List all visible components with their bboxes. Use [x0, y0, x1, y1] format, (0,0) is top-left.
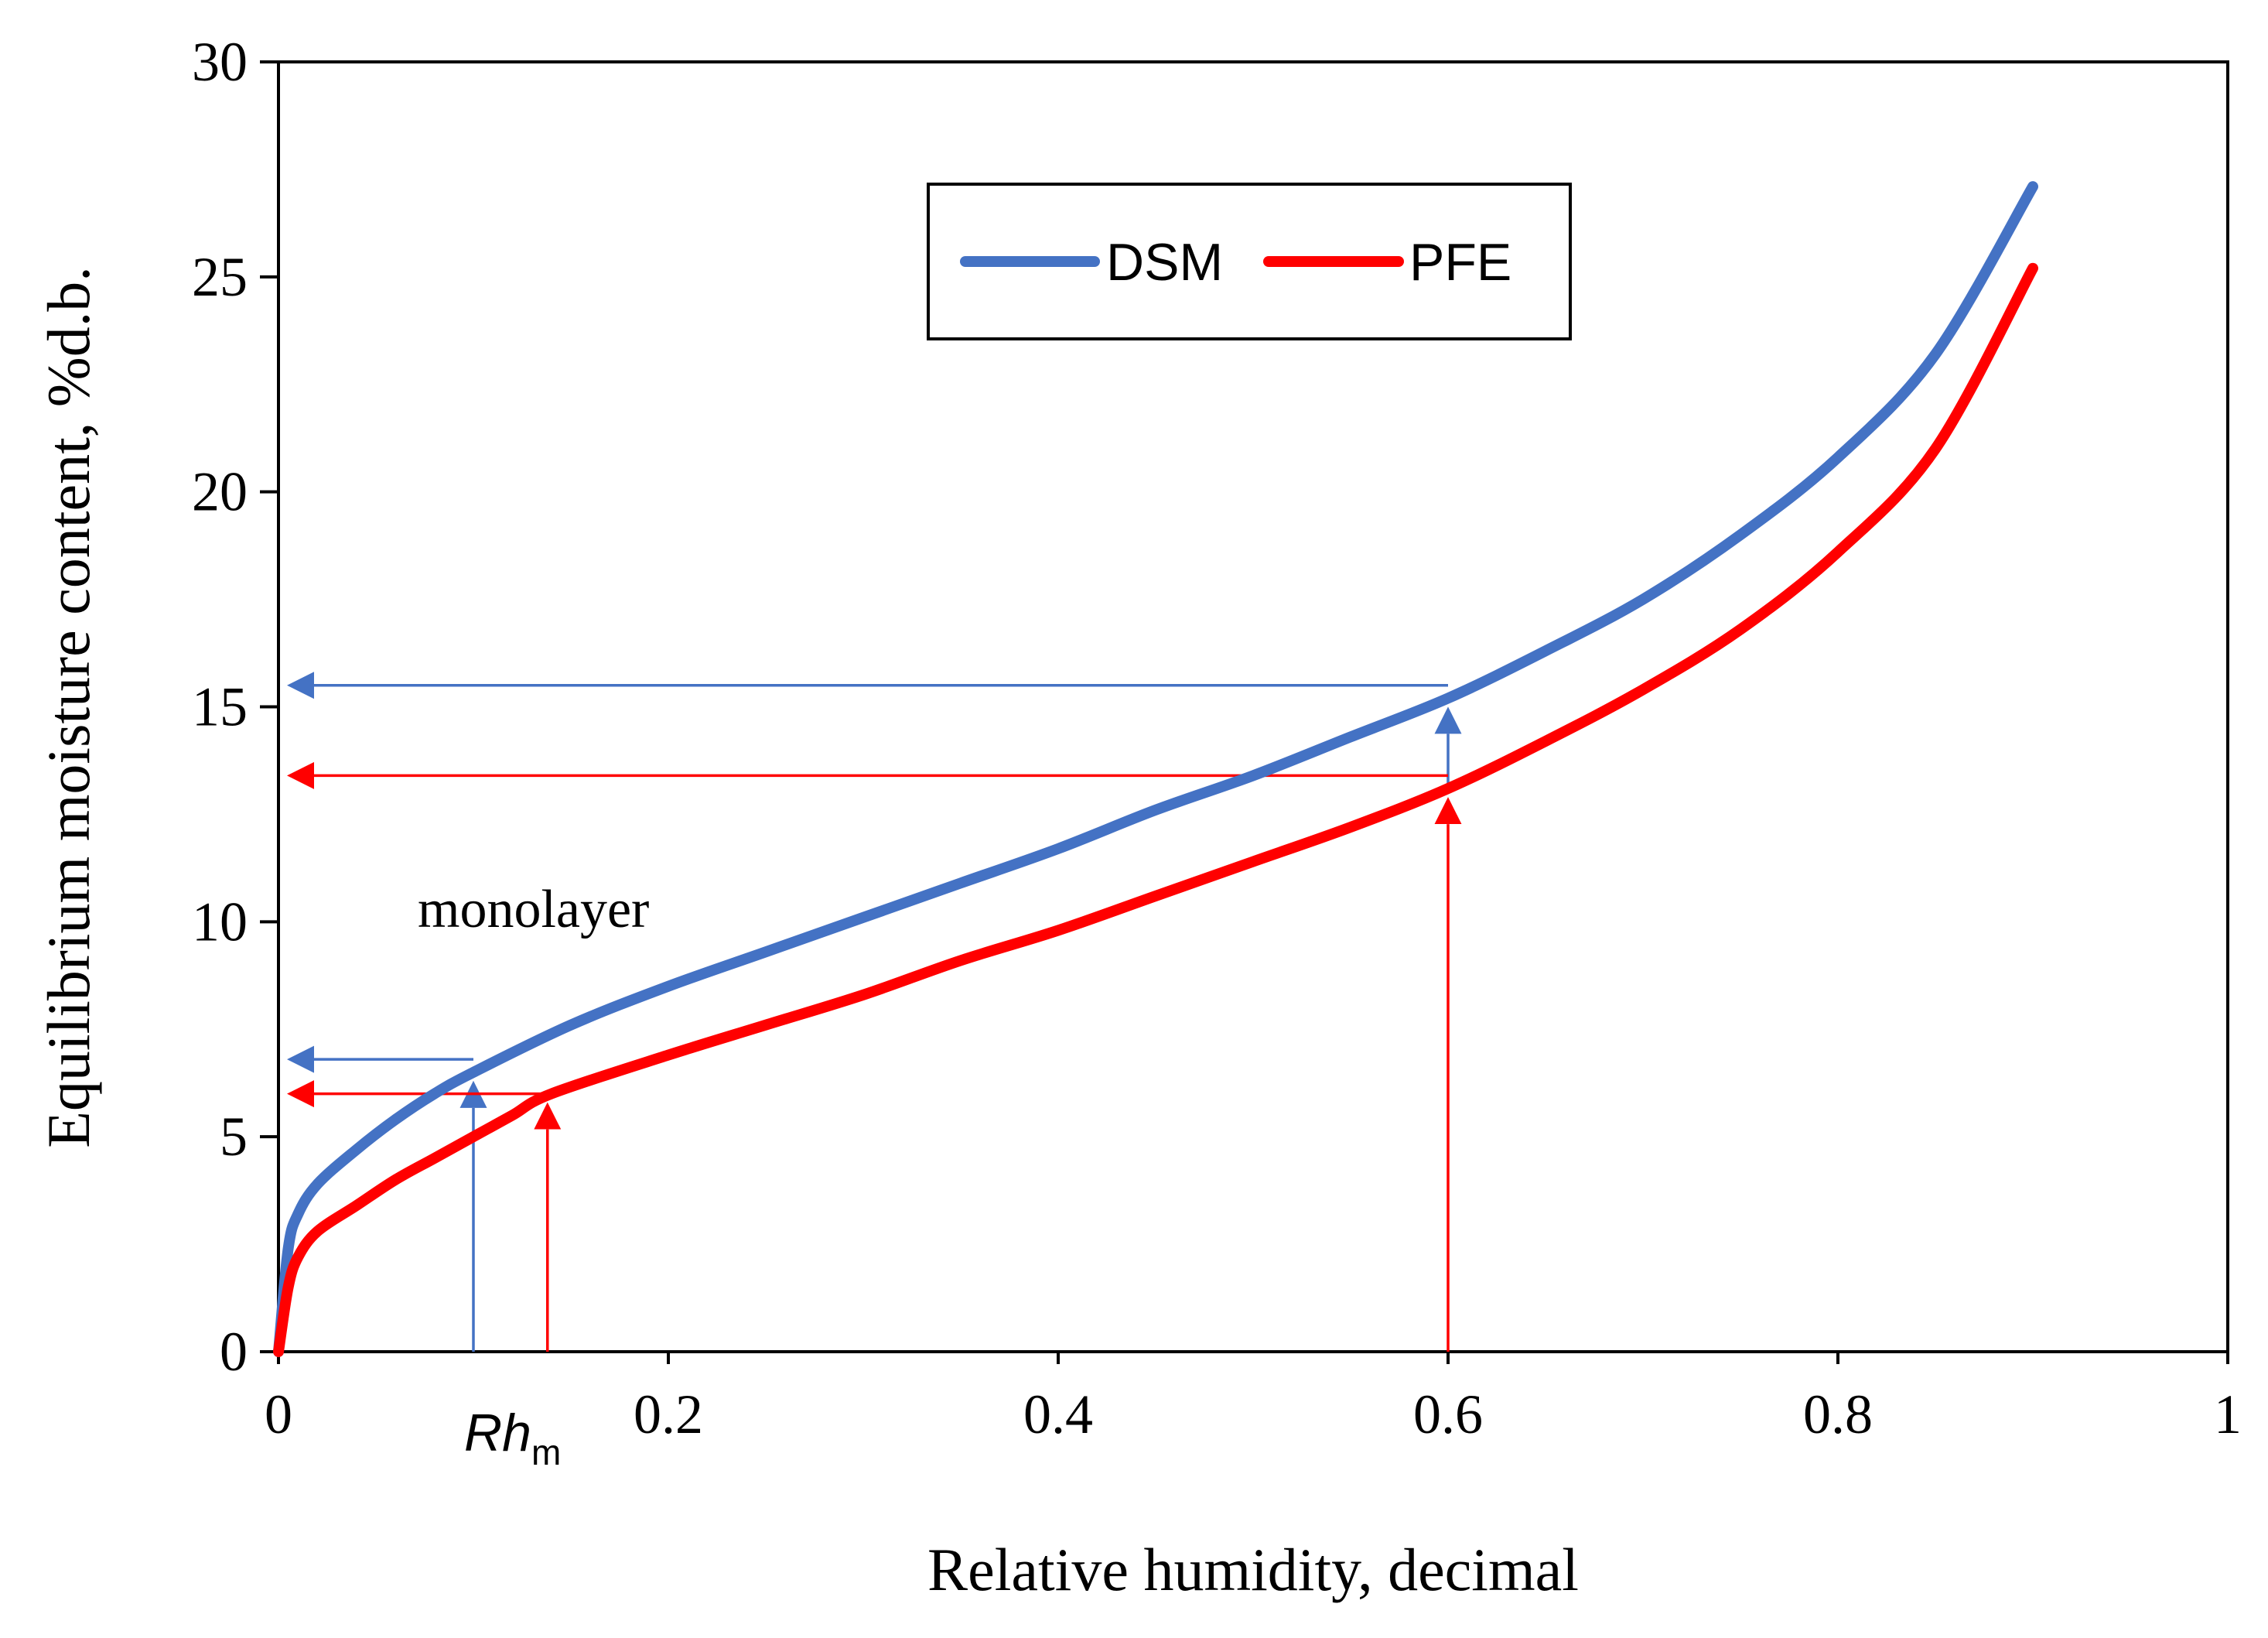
- x-tick-label: 0.6: [1413, 1383, 1483, 1445]
- x-tick-label: 1: [2214, 1383, 2242, 1445]
- y-tick-label: 5: [220, 1106, 248, 1168]
- y-tick-label: 10: [192, 891, 248, 952]
- annotations: [287, 672, 1462, 1352]
- legend-label-pfe: PFE: [1409, 233, 1511, 292]
- x-tick-label: 0: [265, 1383, 292, 1445]
- y-axis-label: Equilibrium moisture content, %d.b.: [35, 266, 102, 1148]
- rh-marker: Rhm: [464, 1404, 561, 1472]
- y-tick-label: 15: [192, 676, 248, 738]
- y-tick-label: 0: [220, 1321, 248, 1383]
- series-line-pfe: [273, 262, 2038, 1357]
- y-axis: 0 5 10 15 20 25 30: [192, 31, 278, 1383]
- series-lines: [273, 181, 2038, 1357]
- y-tick-label: 30: [192, 31, 248, 93]
- rh-marker-subscript: m: [531, 1432, 561, 1472]
- legend-label-dsm: DSM: [1106, 233, 1223, 292]
- series-line-dsm: [273, 181, 2038, 1357]
- y-tick-label: 25: [192, 246, 248, 308]
- x-tick-label: 0.4: [1023, 1383, 1093, 1445]
- rh-marker-base: Rh: [464, 1404, 531, 1462]
- legend: DSM PFE: [927, 183, 1572, 340]
- x-tick-label: 0.8: [1803, 1383, 1873, 1445]
- x-axis-label: Relative humidity, decimal: [927, 1536, 1579, 1603]
- monolayer-label-group: monolayer: [418, 880, 649, 939]
- x-tick-label: 0.2: [634, 1383, 703, 1445]
- x-axis: 0 0.2 0.4 0.6 0.8 1: [265, 1352, 2242, 1445]
- y-tick-label: 20: [192, 461, 248, 523]
- rh-marker-label: Rhm: [464, 1404, 561, 1472]
- monolayer-label: monolayer: [418, 880, 649, 939]
